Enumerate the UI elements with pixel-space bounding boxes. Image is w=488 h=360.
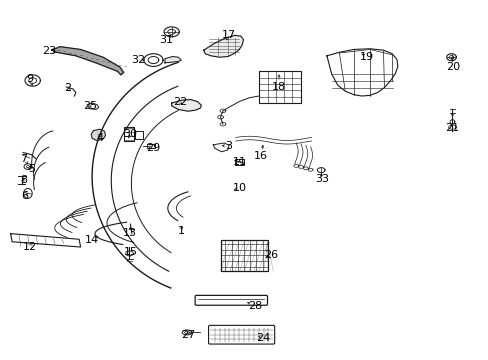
Text: 26: 26 <box>264 250 278 260</box>
Bar <box>146 144 155 148</box>
Text: 10: 10 <box>232 183 246 193</box>
Text: 4: 4 <box>96 133 103 143</box>
Polygon shape <box>164 57 181 63</box>
Text: 23: 23 <box>42 46 56 56</box>
Text: 25: 25 <box>83 101 97 111</box>
Bar <box>220 240 267 271</box>
Bar <box>123 127 134 141</box>
Text: 7: 7 <box>20 154 27 164</box>
Text: 2: 2 <box>63 83 71 93</box>
Bar <box>234 159 243 165</box>
Polygon shape <box>52 47 123 75</box>
Text: 11: 11 <box>232 157 246 167</box>
Text: 27: 27 <box>181 329 195 339</box>
Text: 21: 21 <box>445 123 459 133</box>
Text: 15: 15 <box>123 247 137 257</box>
Text: 12: 12 <box>23 242 37 252</box>
Text: 6: 6 <box>21 191 28 201</box>
Text: 14: 14 <box>85 235 99 245</box>
Text: 8: 8 <box>20 175 27 185</box>
Text: 17: 17 <box>222 30 236 40</box>
Text: 3: 3 <box>225 141 232 152</box>
Text: 16: 16 <box>253 151 267 161</box>
Polygon shape <box>171 100 201 111</box>
Text: 32: 32 <box>131 55 145 65</box>
Text: 24: 24 <box>256 333 270 343</box>
Text: 9: 9 <box>26 75 33 85</box>
Text: 33: 33 <box>314 174 328 184</box>
Text: 13: 13 <box>122 228 136 238</box>
Text: 31: 31 <box>159 35 173 45</box>
Text: 1: 1 <box>177 226 184 236</box>
Text: 28: 28 <box>247 301 262 311</box>
Text: 19: 19 <box>359 52 373 62</box>
Polygon shape <box>91 129 105 140</box>
Text: 18: 18 <box>271 81 285 91</box>
Text: 5: 5 <box>28 165 35 174</box>
Bar <box>258 71 301 103</box>
Text: 30: 30 <box>123 129 137 139</box>
Bar <box>135 131 142 139</box>
Text: 22: 22 <box>173 98 187 107</box>
Text: 29: 29 <box>146 143 160 153</box>
Polygon shape <box>203 35 243 57</box>
Text: 20: 20 <box>446 62 460 72</box>
